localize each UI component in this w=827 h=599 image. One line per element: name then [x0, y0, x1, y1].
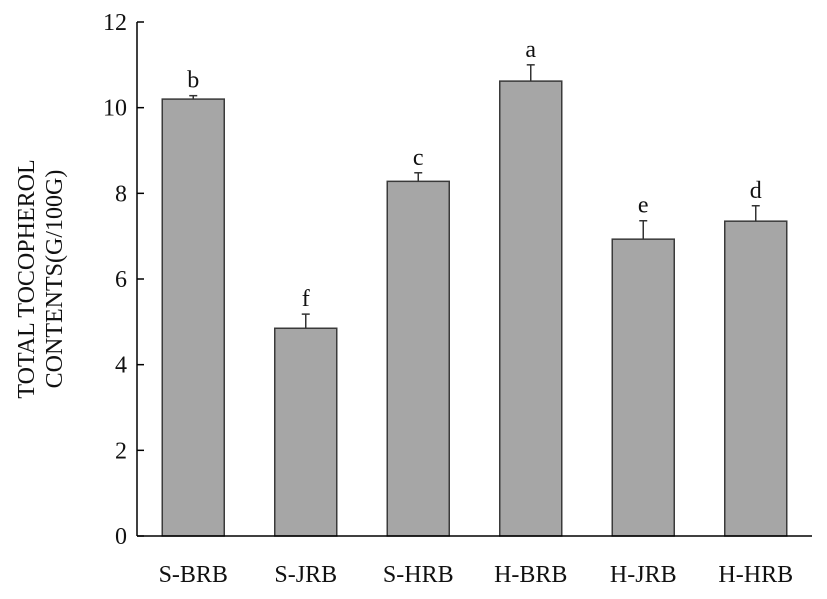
- significance-label-s-hrb: c: [413, 145, 424, 171]
- y-tick-label: 8: [115, 181, 127, 207]
- y-tick-label: 4: [115, 353, 127, 379]
- x-tick-label-h-hrb: H-HRB: [718, 562, 793, 588]
- y-axis-title-group: TOTAL TOCOPHEROL CONTENTS(G/100G): [14, 159, 68, 398]
- x-tick-label-s-hrb: S-HRB: [383, 562, 454, 588]
- x-tick-label-s-brb: S-BRB: [159, 562, 228, 588]
- y-tick-label: 12: [103, 10, 127, 36]
- x-tick-label-h-jrb: H-JRB: [610, 562, 677, 588]
- bar-h-brb: [499, 80, 563, 537]
- axes: [136, 21, 812, 537]
- y-axis-title: TOTAL TOCOPHEROL CONTENTS(G/100G): [14, 159, 68, 398]
- significance-label-s-jrb: f: [302, 286, 310, 312]
- y-axis-title-line-2: CONTENTS(G/100G): [42, 170, 68, 389]
- y-tick-label: 0: [115, 524, 127, 550]
- bar-s-hrb: [386, 180, 450, 537]
- significance-label-h-brb: a: [525, 37, 536, 63]
- y-tick-label: 6: [115, 267, 127, 293]
- y-tick-label: 2: [115, 438, 127, 464]
- y-axis-title-line-1: TOTAL TOCOPHEROL: [14, 159, 40, 398]
- bar-h-jrb: [611, 238, 675, 537]
- x-tick-labels: S-BRB S-JRB S-HRB H-BRB H-JRB H-HRB: [159, 562, 794, 588]
- bar-h-hrb: [724, 220, 788, 537]
- bar-s-brb: [161, 98, 225, 537]
- significance-labels: b f c a e d: [187, 37, 762, 312]
- y-tick-labels: 0 2 4 6 8 10 12: [103, 10, 127, 550]
- bars: [161, 80, 788, 537]
- significance-label-s-brb: b: [187, 68, 199, 94]
- significance-label-h-hrb: d: [750, 178, 762, 204]
- error-bars: [189, 64, 760, 329]
- x-tick-label-s-jrb: S-JRB: [274, 562, 337, 588]
- y-tick-label: 10: [103, 96, 127, 122]
- bar-s-jrb: [274, 327, 338, 537]
- significance-label-h-jrb: e: [638, 193, 649, 219]
- x-tick-label-h-brb: H-BRB: [494, 562, 567, 588]
